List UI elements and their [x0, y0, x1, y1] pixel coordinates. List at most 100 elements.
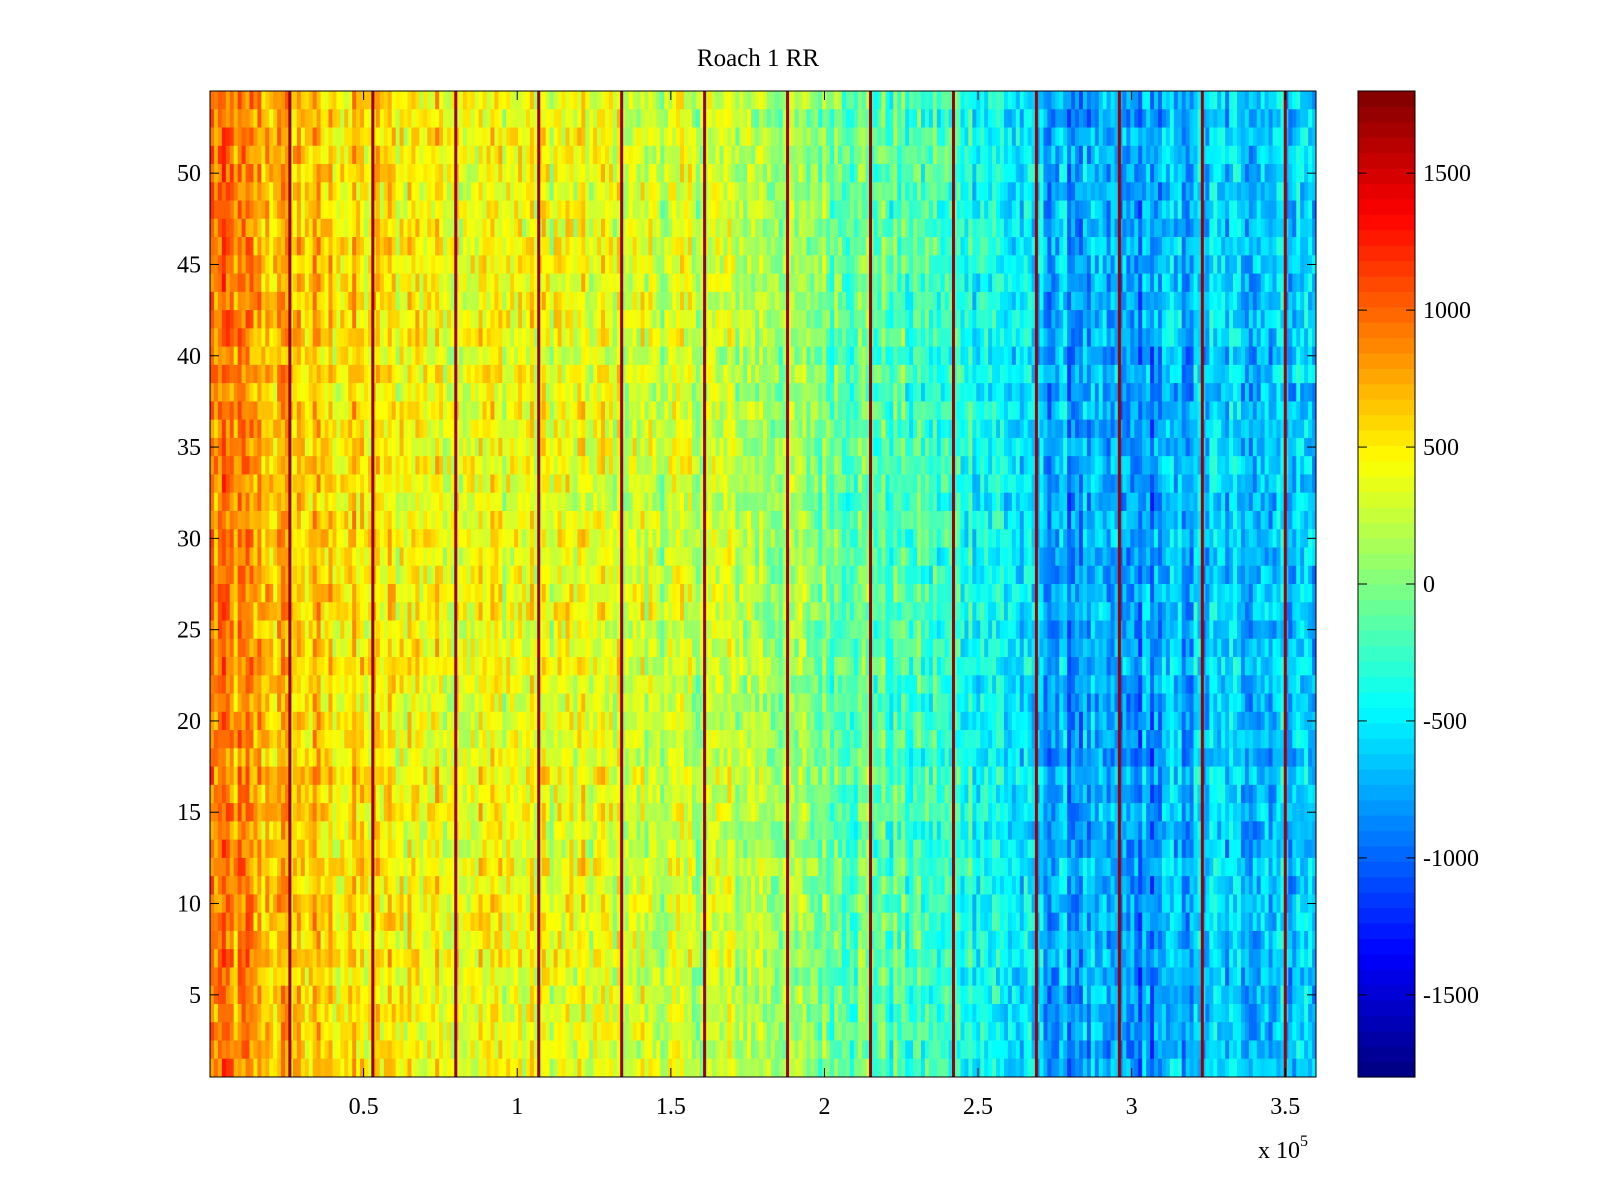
heatmap-cell: [1169, 182, 1175, 202]
heatmap-cell: [917, 364, 922, 384]
heatmap-cell: [494, 364, 499, 384]
heatmap-cell: [976, 346, 981, 366]
heatmap-cell: [1047, 328, 1052, 348]
heatmap-cell: [770, 255, 776, 275]
heatmap-cell: [375, 164, 381, 183]
heatmap-cell: [431, 364, 436, 384]
heatmap-cell: [510, 237, 515, 256]
heatmap-cell: [691, 255, 697, 275]
heatmap-cell: [711, 200, 717, 220]
heatmap-cell: [1126, 109, 1131, 129]
heatmap-cell: [834, 364, 839, 384]
heatmap-cell: [1039, 291, 1045, 311]
heatmap-cell: [1158, 291, 1163, 311]
heatmap-cell: [561, 200, 567, 220]
heatmap-cell: [691, 109, 697, 129]
heatmap-cell: [348, 200, 353, 220]
heatmap-cell: [699, 237, 705, 256]
heatmap-cell: [1031, 328, 1037, 348]
heatmap-cell: [593, 291, 598, 311]
heatmap-cell: [1304, 164, 1309, 183]
heatmap-cell: [810, 145, 815, 165]
heatmap-cell: [1209, 218, 1214, 238]
heatmap-cell: [1280, 218, 1285, 238]
heatmap-cell: [1288, 127, 1293, 147]
heatmap-cell: [865, 164, 871, 183]
heatmap-cell: [1031, 218, 1037, 238]
heatmap-cell: [897, 237, 902, 256]
heatmap-cell: [529, 127, 535, 147]
heatmap-cell: [1193, 109, 1199, 129]
heatmap-cell: [1043, 310, 1048, 329]
heatmap-cell: [1240, 255, 1246, 275]
heatmap-cell: [241, 273, 247, 293]
heatmap-cell: [668, 273, 673, 293]
heatmap-cell: [1225, 291, 1230, 311]
heatmap-cell: [403, 328, 409, 348]
heatmap-cell: [1252, 182, 1258, 202]
heatmap-cell: [1031, 291, 1037, 311]
heatmap-cell: [597, 346, 602, 366]
heatmap-cell: [1158, 310, 1163, 329]
heatmap-plot-area: [209, 90, 1317, 1078]
heatmap-cell: [897, 218, 902, 238]
heatmap-cell: [533, 200, 539, 220]
heatmap-cell: [1019, 237, 1025, 256]
heatmap-cell: [1197, 91, 1203, 110]
heatmap-cell: [1229, 383, 1234, 403]
heatmap-cell: [830, 145, 835, 165]
heatmap-cell: [810, 364, 815, 384]
heatmap-cell: [901, 109, 906, 129]
heatmap-cell: [415, 182, 420, 202]
heatmap-cell: [1177, 200, 1183, 220]
heatmap-cell: [1173, 310, 1179, 329]
heatmap-cell: [656, 255, 661, 275]
heatmap-cell: [1185, 182, 1191, 202]
heatmap-cell: [569, 127, 574, 147]
heatmap-cell: [285, 237, 290, 256]
heatmap-cell: [486, 310, 492, 329]
heatmap-cell: [687, 182, 693, 202]
heatmap-cell: [802, 328, 808, 348]
heatmap-cell: [664, 91, 669, 110]
heatmap-cell: [861, 164, 867, 183]
heatmap-cell: [917, 346, 922, 366]
heatmap-cell: [253, 364, 258, 384]
heatmap-cell: [755, 401, 760, 421]
heatmap-cell: [648, 255, 653, 275]
heatmap-cell: [834, 328, 839, 348]
heatmap-cell: [233, 164, 239, 183]
heatmap-cell: [1055, 109, 1060, 129]
heatmap-cell: [711, 310, 717, 329]
heatmap-cell: [403, 310, 409, 329]
heatmap-cell: [960, 218, 966, 238]
heatmap-cell: [944, 145, 950, 165]
heatmap-cell: [265, 109, 270, 129]
heatmap-cell: [901, 164, 906, 183]
heatmap-cell: [1142, 218, 1147, 238]
heatmap-cell: [865, 383, 871, 403]
heatmap-cell: [1300, 145, 1305, 165]
heatmap-cell: [490, 328, 495, 348]
heatmap-cell: [514, 346, 519, 366]
heatmap-cell: [774, 346, 780, 366]
heatmap-cell: [759, 200, 764, 220]
heatmap-cell: [838, 164, 843, 183]
heatmap-cell: [707, 237, 713, 256]
heatmap-cell: [549, 164, 555, 183]
heatmap-cell: [1082, 237, 1088, 256]
heatmap-cell: [680, 310, 685, 329]
heatmap-cell: [802, 218, 808, 238]
heatmap-cell: [1031, 127, 1037, 147]
heatmap-cell: [1280, 91, 1285, 110]
heatmap-cell: [976, 291, 981, 311]
heatmap-cell: [387, 164, 393, 183]
heatmap-cell: [245, 346, 251, 366]
heatmap-cell: [312, 237, 318, 256]
heatmap-cell: [486, 273, 492, 293]
heatmap-cell: [1075, 310, 1080, 329]
heatmap-cell: [940, 182, 946, 202]
heatmap-cell: [1086, 273, 1092, 293]
heatmap-cell: [478, 145, 484, 165]
heatmap-cell: [853, 127, 859, 147]
